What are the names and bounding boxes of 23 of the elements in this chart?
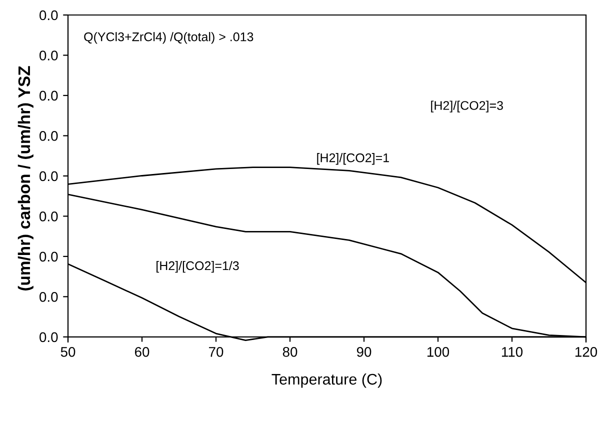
- text: 0.0: [40, 131, 58, 141]
- y-axis-title: (um/hr) carbon / (um/hr) YSZ: [18, 66, 34, 290]
- x-tick-label: 110: [502, 347, 523, 357]
- annotation: [H2]/[CO2]=1/3: [156, 260, 239, 273]
- text: 0.0: [40, 50, 58, 60]
- x-tick-label: 60: [134, 347, 150, 357]
- text: 0.0: [40, 332, 58, 342]
- text: Q(YCl3+ZrCl4) /Q(total) > .013: [84, 32, 254, 44]
- x-tick-label: 100: [427, 347, 450, 357]
- text: 0.0: [40, 10, 58, 20]
- x-tick-label: 90: [356, 347, 372, 357]
- x-tick-label: 50: [60, 347, 76, 357]
- x-tick-label: 80: [282, 347, 298, 357]
- x-axis-title: Temperature (C): [272, 373, 382, 388]
- text: 0.0: [40, 292, 58, 302]
- text: [H2]/[CO2]=3: [431, 100, 503, 112]
- text: 0.0: [40, 252, 58, 262]
- text: [H2]/[CO2]=1: [317, 153, 389, 165]
- text: 0.0: [40, 212, 58, 222]
- x-tick-label: 120: [575, 347, 598, 357]
- x-tick-label: 70: [208, 347, 224, 357]
- text: 0.0: [40, 90, 58, 101]
- text: 0.0: [40, 171, 58, 182]
